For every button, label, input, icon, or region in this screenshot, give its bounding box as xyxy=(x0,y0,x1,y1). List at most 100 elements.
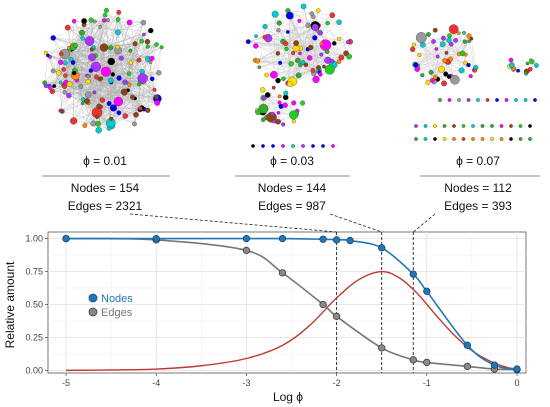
network-node xyxy=(62,90,68,95)
network-node xyxy=(275,51,281,56)
network-node xyxy=(137,73,148,84)
network-node xyxy=(149,55,155,62)
network-node xyxy=(423,124,428,128)
network-node xyxy=(261,144,265,148)
network-node xyxy=(438,65,445,73)
network-node xyxy=(136,57,142,63)
network-node xyxy=(52,84,57,88)
network-node xyxy=(73,43,78,48)
network-node xyxy=(518,124,523,128)
plot-panel xyxy=(47,231,527,374)
network-node xyxy=(42,80,47,86)
network-edge xyxy=(454,35,470,80)
network-node xyxy=(70,60,76,65)
network-node xyxy=(291,119,296,124)
nodes-point xyxy=(513,365,521,373)
edges-point xyxy=(278,269,287,277)
network-node xyxy=(336,59,342,64)
network-node xyxy=(289,110,299,120)
network-node xyxy=(471,124,475,128)
network-edge xyxy=(68,22,130,48)
network-edge xyxy=(248,26,266,42)
network-node xyxy=(300,3,307,10)
network-edge xyxy=(83,44,157,100)
network-node xyxy=(293,40,299,46)
network-node xyxy=(441,80,447,87)
network-edge xyxy=(255,44,326,47)
network-node xyxy=(144,38,151,45)
network-node xyxy=(98,24,103,29)
network-node xyxy=(154,42,159,47)
network-edge xyxy=(274,14,279,81)
network-edge xyxy=(332,15,350,57)
network-edge xyxy=(130,50,143,72)
network-node xyxy=(103,7,109,13)
network-edge xyxy=(52,44,157,71)
network-node xyxy=(525,61,530,66)
network-node xyxy=(271,10,279,18)
network-node xyxy=(106,101,112,106)
network-node xyxy=(490,137,494,141)
connector-line xyxy=(413,213,436,233)
network-node xyxy=(529,59,535,65)
network-node xyxy=(156,70,162,76)
network-node xyxy=(105,17,110,23)
network-node xyxy=(453,37,459,43)
line-chart: -5 -4 -3 -2 -1 0 0.00 0.25 0.50 0.75 1.00 xyxy=(25,231,527,388)
network-edge xyxy=(96,47,111,113)
network-node xyxy=(262,23,268,30)
nodes-point xyxy=(152,234,160,243)
network-node xyxy=(126,71,132,76)
network-node xyxy=(283,41,289,47)
network-graph-phi-003 xyxy=(245,3,354,148)
network-node xyxy=(90,120,97,127)
network-node xyxy=(260,87,266,93)
network-edge xyxy=(89,76,141,110)
legend-edges-label: Edges xyxy=(101,307,133,319)
network-edge xyxy=(83,24,122,59)
network-edge xyxy=(110,44,157,81)
network-node xyxy=(66,81,73,87)
network-node xyxy=(472,68,477,73)
network-node xyxy=(435,54,440,59)
edges-point xyxy=(423,358,431,367)
network-node xyxy=(102,18,107,23)
network-node xyxy=(88,68,94,73)
network-node xyxy=(504,98,509,102)
network-edge xyxy=(50,85,64,89)
network-edge xyxy=(437,29,454,57)
network-node xyxy=(86,74,90,79)
network-nodes-label: Nodes = 112 xyxy=(444,181,512,195)
network-edge xyxy=(267,94,282,107)
network-node xyxy=(316,65,322,71)
network-edge xyxy=(262,89,280,103)
network-node xyxy=(148,27,154,34)
x-tick-label: 0 xyxy=(514,378,519,388)
network-edge xyxy=(317,15,333,31)
network-edge xyxy=(412,49,429,83)
network-edge xyxy=(255,14,291,47)
network-node xyxy=(414,137,418,141)
network-node xyxy=(154,94,159,100)
network-edge xyxy=(255,45,334,65)
network-phi-label: ϕ = 0.01 xyxy=(83,154,127,168)
network-node xyxy=(71,18,77,24)
network-edge xyxy=(69,83,113,127)
network-node xyxy=(115,44,120,50)
network-edge xyxy=(274,102,294,122)
network-node xyxy=(90,61,101,72)
network-edge xyxy=(88,19,119,95)
network-node xyxy=(96,103,102,110)
network-node xyxy=(312,75,320,84)
network-node xyxy=(430,78,435,83)
network-node xyxy=(113,96,124,107)
network-node xyxy=(99,43,109,52)
network-edge xyxy=(291,13,312,17)
network-node xyxy=(447,98,452,102)
network-node xyxy=(461,124,466,128)
network-edge xyxy=(314,28,319,68)
network-edge xyxy=(118,96,157,114)
network-node xyxy=(414,124,418,128)
network-node xyxy=(466,33,472,39)
